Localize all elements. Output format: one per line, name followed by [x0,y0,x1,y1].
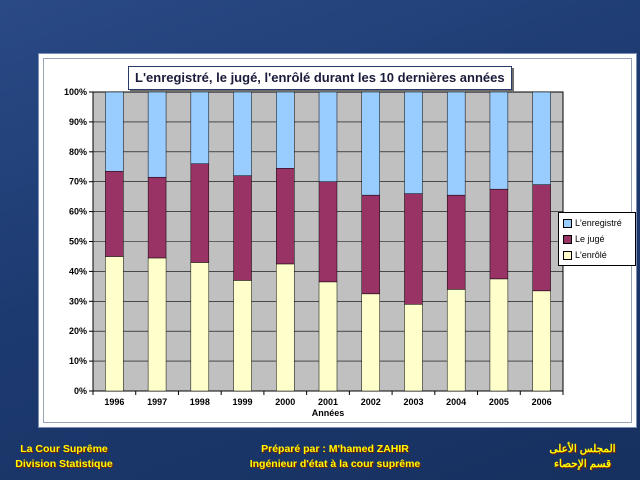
chart-frame: 0% 10% 20% 30% 40% 50% 60% 70% 80% 90% 100% 1996 199… [38,53,637,428]
bar-segment [105,91,124,172]
legend-swatch-enregistre [563,219,572,229]
footer-center-line1: Préparé par : M'hamed ZAHIR [261,443,409,455]
legend-label-juge: Le jugé [575,234,605,244]
legend-label-enrole: L'enrôlé [575,250,607,260]
x-tick-label: 2006 [532,397,552,407]
x-tick-label: 1999 [233,397,253,407]
bar-segment [404,304,423,392]
footer-left-line1: La Cour Suprême [20,443,108,455]
chart-panel: 0% 10% 20% 30% 40% 50% 60% 70% 80% 90% 100% 1996 199… [43,58,636,423]
bar-segment [147,91,167,178]
footer-left: La Cour Suprême Division Statistique [14,442,114,472]
legend-item-juge: Le jugé [563,232,605,246]
footer-center-line2: Ingénieur d'état à la cour suprême [249,458,421,470]
bar-segment [147,257,167,392]
x-tick-label: 2002 [361,397,381,407]
x-tick-label: 1996 [104,397,124,407]
bar-segment [190,163,210,263]
y-tick-label: 90% [69,117,87,127]
bar-segment [147,176,167,259]
y-tick-label: 0% [74,386,87,396]
y-tick-label: 30% [69,296,87,306]
legend-label-enregistre: L'enregistré [575,218,622,228]
y-tick-label: 10% [69,356,87,366]
stacked-bar-chart: 0% 10% 20% 30% 40% 50% 60% 70% 80% 90% 100% 1996 199… [64,87,564,418]
legend-swatch-juge [563,235,572,245]
x-tick-label: 2003 [403,397,423,407]
y-tick-label: 80% [69,147,87,157]
bar-segment [190,262,210,392]
bar-segment [190,91,210,165]
bar-segment [489,91,509,190]
bar-segment [446,194,466,290]
footer-right: المجلس الأعلى قسم الإحصاء [535,442,630,472]
bar-segment [276,263,295,392]
x-tick-label: 2001 [318,397,338,407]
bar-segment [532,91,551,185]
bar-segment [105,256,124,392]
x-tick-label: 2005 [489,397,509,407]
bar-segment [276,167,295,265]
bar-segment [276,91,295,169]
footer-right-line2: قسم الإحصاء [554,458,611,470]
bar-segment [446,91,466,196]
footer-center: Préparé par : M'hamed ZAHIR Ingénieur d'… [225,442,445,472]
bar-segment [318,181,338,283]
bar-segment [361,293,380,392]
footer-left-line2: Division Statistique [15,458,113,470]
y-tick-label: 40% [69,266,87,276]
bar-segment [404,193,423,305]
y-tick-label: 60% [69,207,87,217]
x-tick-label: 1997 [147,397,167,407]
bar-segment [404,91,423,194]
x-axis-label: Années [312,408,345,418]
bar-segment [361,194,380,295]
y-tick-label: 20% [69,326,87,336]
legend-swatch-enrole [563,251,572,261]
y-tick-label: 50% [69,237,87,247]
bar-segment [318,281,338,392]
x-tick-label: 1998 [190,397,210,407]
bar-segment [105,170,124,257]
bar-segment [532,184,551,292]
bar-segment [361,91,380,196]
legend-item-enrole: L'enrôlé [563,248,607,262]
footer-right-line1: المجلس الأعلى [549,443,616,455]
bar-segment [318,91,338,182]
bar-segment [446,289,466,392]
y-tick-label: 100% [64,87,87,97]
chart-legend: L'enregistré Le jugé L'enrôlé [558,212,636,266]
bar-segment [233,280,252,392]
chart-title: L'enregistré, le jugé, l'enrôlé durant l… [128,66,512,90]
bar-segment [233,91,252,176]
legend-item-enregistre: L'enregistré [563,216,622,230]
bar-segment [532,290,551,392]
bar-segment [489,278,509,392]
y-tick-label: 70% [69,177,87,187]
x-tick-label: 2000 [275,397,295,407]
bar-segment [233,175,252,281]
bar-segment [489,188,509,280]
x-tick-label: 2004 [446,397,466,407]
